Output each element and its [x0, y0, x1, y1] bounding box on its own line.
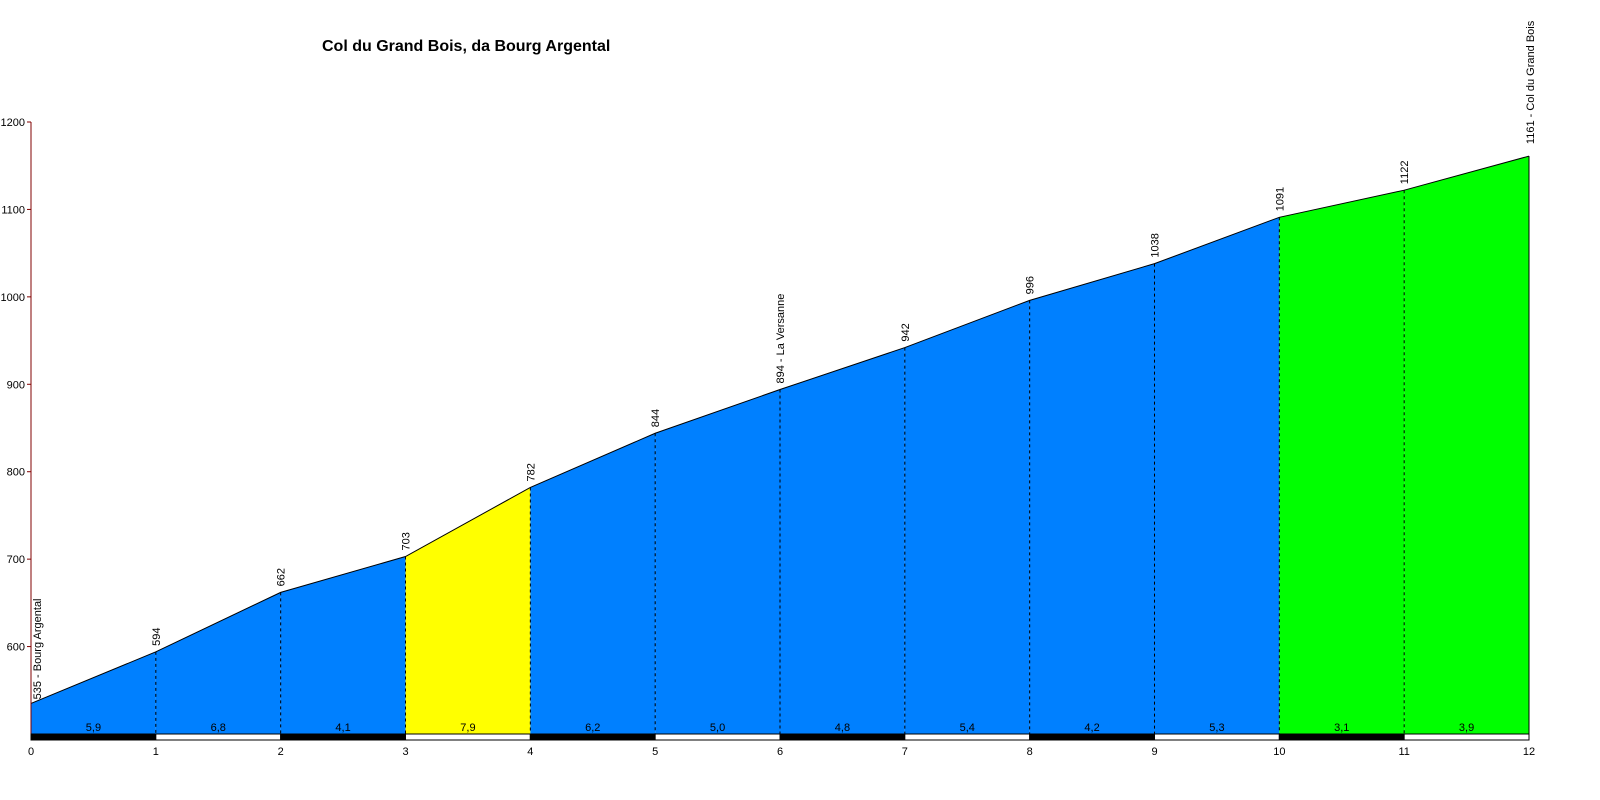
segment-gradient-label: 5,9: [86, 722, 101, 734]
segment-gradient-label: 5,4: [960, 722, 975, 734]
segment-gradient-label: 5,3: [1209, 722, 1224, 734]
km-divider-lines: [155, 156, 1530, 734]
elevation-point-label: 662: [276, 568, 288, 586]
km-bar-block: [1154, 733, 1280, 741]
segment-area: [904, 300, 1030, 734]
x-tick-label: 3: [402, 746, 408, 758]
x-tick-label: 12: [1523, 746, 1535, 758]
chart-title: Col du Grand Bois, da Bourg Argental: [322, 38, 611, 55]
km-bar-block: [1278, 733, 1405, 741]
profile-outline: [30, 155, 1530, 704]
segment-area: [780, 347, 905, 734]
elevation-point-label: 594: [151, 627, 163, 645]
segment-gradient-label: 4,2: [1084, 722, 1099, 734]
km-scale-bar: 5,9 6,8 4,1 7,9 6,2 5,0 4,8 5,4 4,2 5,3 3,1 3,9: [30, 722, 1530, 741]
elevation-point-label: 1038: [1150, 233, 1162, 257]
y-tick-label: 1100: [1, 204, 25, 216]
elevation-point-label: 703: [401, 532, 413, 550]
km-bar-block: [155, 733, 282, 741]
x-tick-label: 1: [153, 746, 159, 758]
segment-gradient-label: 3,9: [1459, 722, 1474, 734]
y-tick-label: 600: [7, 642, 25, 654]
elevation-point-label: 996: [1025, 276, 1037, 294]
y-tick-label: 700: [7, 554, 25, 566]
segment-area: [405, 487, 531, 734]
y-tick-label: 1200: [1, 117, 25, 129]
elevation-point-label: 1091: [1274, 187, 1286, 211]
segment-area: [655, 389, 780, 734]
km-bar-block: [30, 733, 157, 741]
segment-area: [1404, 156, 1529, 734]
elevation-point-label: 535 - Bourg Argental: [32, 598, 44, 699]
x-tick-label: 11: [1398, 746, 1409, 758]
km-bar-block: [529, 733, 656, 741]
km-bar-block: [779, 733, 906, 741]
km-bar-block: [405, 733, 531, 741]
x-tick-label: 10: [1273, 746, 1285, 758]
segment-area: [280, 556, 406, 734]
x-tick-label: 6: [777, 746, 783, 758]
x-tick-label: 8: [1027, 746, 1033, 758]
y-tick-label: 900: [7, 379, 25, 391]
elevation-point-label: 942: [900, 323, 912, 341]
segment-area: [1279, 190, 1405, 735]
segment-gradient-label: 4,1: [335, 722, 350, 734]
km-bar-block: [904, 733, 1031, 741]
segment-areas: [31, 156, 1529, 735]
km-bar-block: [1403, 733, 1530, 741]
km-bar-block: [280, 733, 406, 741]
segment-area: [1029, 263, 1155, 734]
y-tick-label: 800: [7, 467, 25, 479]
elevation-point-label: 782: [525, 463, 537, 481]
segment-gradient-label: 3,1: [1334, 722, 1349, 734]
elevation-point-label: 894 - La Versanne: [775, 294, 787, 384]
point-labels: 535 - Bourg Argental 594 662 703 782 844 894 -…: [32, 20, 1537, 699]
profile-line: [30, 155, 1530, 704]
km-bar-block: [654, 733, 781, 741]
segment-area: [1154, 217, 1280, 735]
elevation-point-label: 844: [650, 409, 662, 427]
y-tick-label: 1000: [1, 292, 25, 304]
x-tick-label: 0: [28, 746, 34, 758]
x-tick-label: 5: [652, 746, 658, 758]
segment-area: [31, 651, 156, 734]
segment-area: [155, 592, 281, 734]
segment-gradient-label: 4,8: [835, 722, 850, 734]
elevation-point-label: 1161 - Col du Grand Bois: [1525, 20, 1537, 144]
km-bar-block: [1029, 733, 1155, 741]
x-tick-label: 4: [527, 746, 533, 758]
segment-gradient-label: 5,0: [710, 722, 725, 734]
segment-gradient-label: 7,9: [460, 722, 475, 734]
elevation-point-label: 1122: [1399, 161, 1411, 185]
x-tick-label: 2: [278, 746, 284, 758]
x-tick-label: 9: [1151, 746, 1157, 758]
x-tick-label: 7: [902, 746, 908, 758]
segment-gradient-label: 6,8: [211, 722, 226, 734]
segment-area: [530, 433, 656, 734]
segment-gradient-label: 6,2: [585, 722, 600, 734]
